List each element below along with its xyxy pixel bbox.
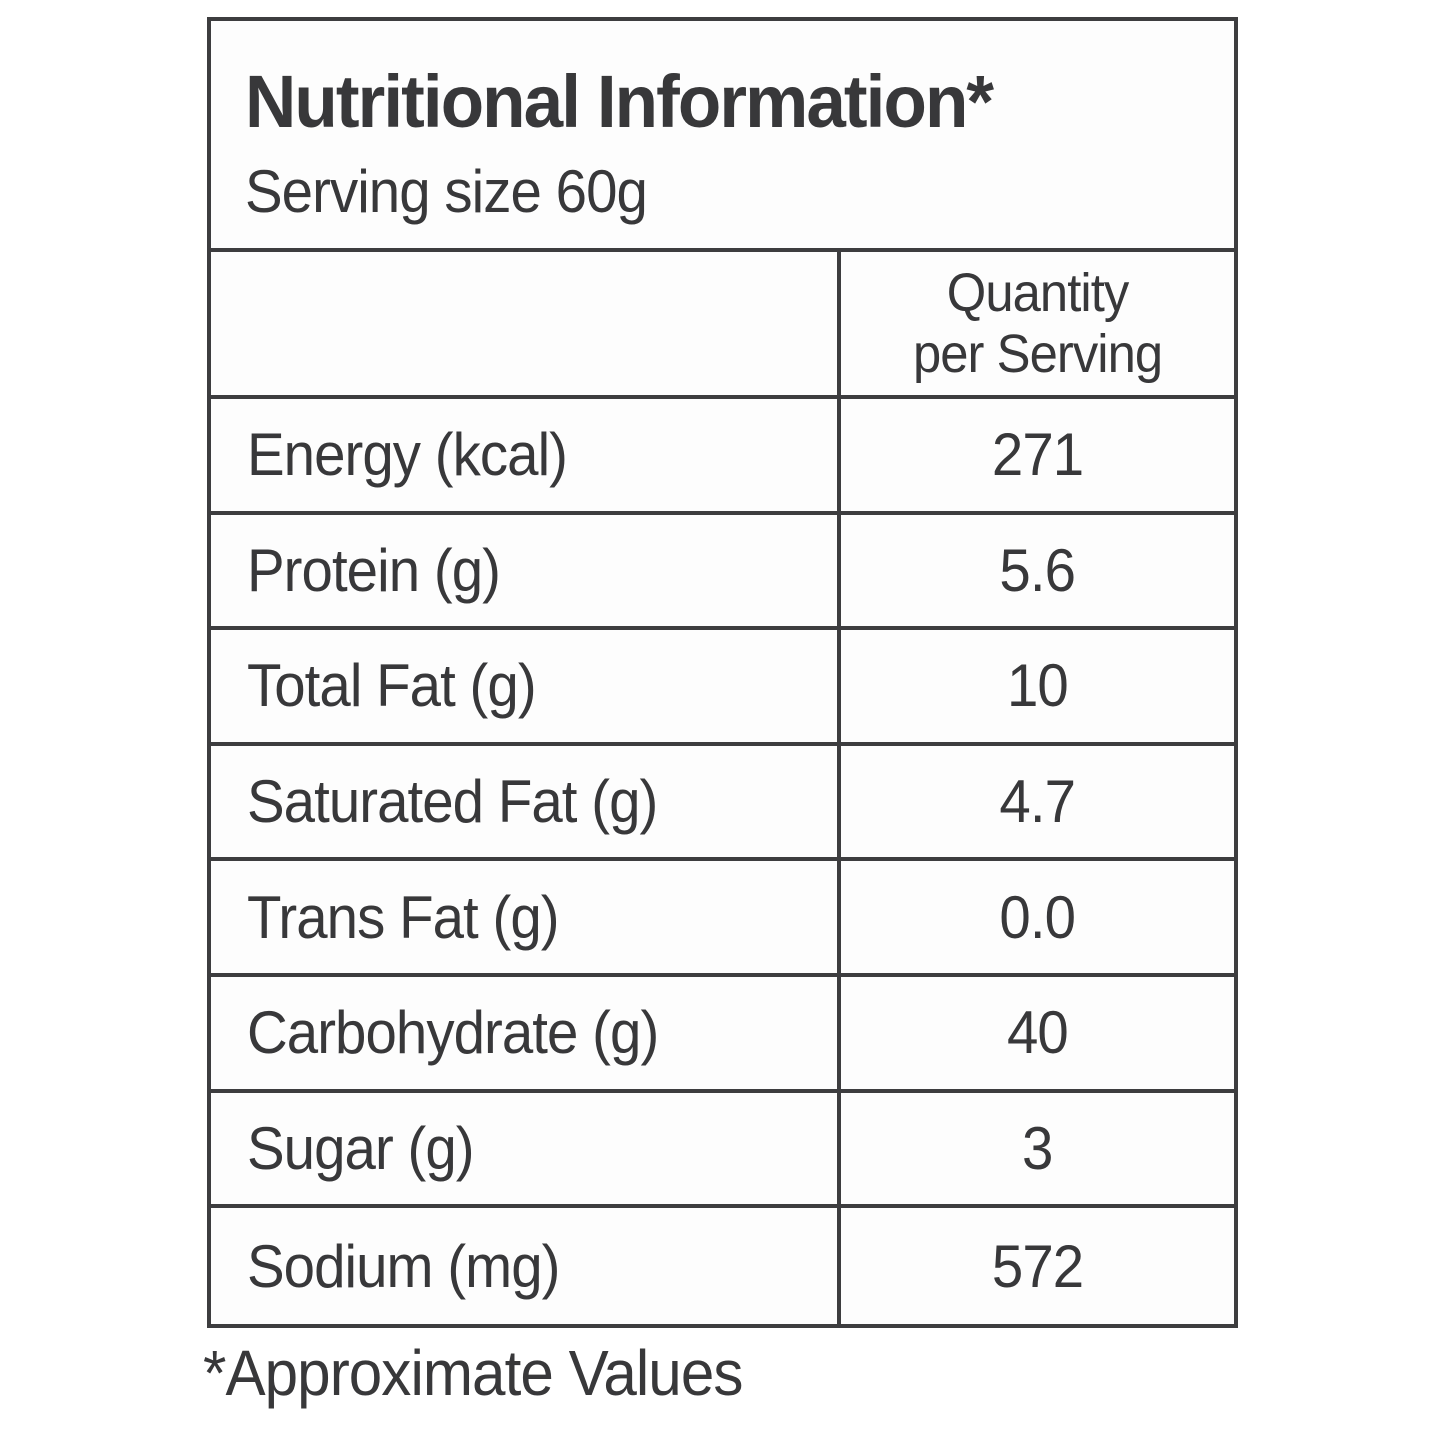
row-value-cell: 572: [841, 1208, 1234, 1324]
row-value-cell: 4.7: [841, 746, 1234, 858]
row-label: Trans Fat (g): [247, 883, 560, 951]
row-label-cell: Carbohydrate (g): [211, 977, 841, 1089]
table-row: Saturated Fat (g) 4.7: [211, 745, 1234, 862]
row-label: Sodium (mg): [247, 1232, 560, 1300]
row-value: 4.7: [999, 768, 1077, 836]
row-label-cell: Saturated Fat (g): [211, 745, 841, 858]
row-label-cell: Energy (kcal): [211, 398, 841, 511]
table-row: Total Fat (g) 10: [211, 630, 1234, 746]
row-value: 271: [991, 421, 1084, 489]
row-label: Protein (g): [247, 536, 501, 604]
table-row: Carbohydrate (g) 40: [211, 977, 1234, 1093]
table-row: Sodium (mg) 572: [211, 1208, 1234, 1324]
table-row: Sugar (g) 3: [211, 1092, 1234, 1209]
column-header-row: Quantity per Serving: [211, 252, 1234, 399]
nutrition-table: Nutritional Information* Serving size 60…: [207, 17, 1238, 1328]
quantity-header-line2: per Serving: [912, 323, 1163, 384]
quantity-header-cell: Quantity per Serving: [841, 252, 1234, 395]
row-label: Energy (kcal): [247, 421, 568, 489]
row-value-cell: 10: [841, 630, 1234, 742]
row-value-cell: 3: [841, 1093, 1234, 1205]
row-label-cell: Protein (g): [211, 514, 841, 627]
row-value: 3: [1022, 1115, 1053, 1183]
table-title: Nutritional Information*: [245, 60, 994, 144]
row-value: 0.0: [999, 883, 1077, 951]
table-row: Trans Fat (g) 0.0: [211, 861, 1234, 978]
row-value-cell: 40: [841, 977, 1234, 1089]
table-title-cell: Nutritional Information* Serving size 60…: [211, 21, 1234, 253]
row-label-cell: Trans Fat (g): [211, 861, 841, 974]
row-label-cell: Sodium (mg): [211, 1208, 841, 1324]
row-value: 40: [1007, 999, 1069, 1067]
row-value-cell: 271: [841, 399, 1234, 511]
row-label: Carbohydrate (g): [247, 999, 659, 1067]
row-label: Saturated Fat (g): [247, 768, 658, 836]
row-value: 10: [1007, 652, 1069, 720]
row-label-cell: Total Fat (g): [211, 630, 841, 742]
row-value: 5.6: [999, 536, 1077, 604]
empty-header-cell: [211, 252, 841, 395]
row-label: Total Fat (g): [247, 652, 537, 720]
row-value-cell: 5.6: [841, 515, 1234, 627]
row-value-cell: 0.0: [841, 861, 1234, 973]
row-value: 572: [991, 1232, 1084, 1300]
row-label: Sugar (g): [247, 1115, 475, 1183]
table-row: Protein (g) 5.6: [211, 514, 1234, 631]
table-row: Energy (kcal) 271: [211, 398, 1234, 515]
quantity-header-line1: Quantity: [946, 263, 1129, 324]
row-label-cell: Sugar (g): [211, 1092, 841, 1205]
serving-size-text: Serving size 60g: [245, 158, 648, 226]
footnote: *Approximate Values: [203, 1337, 743, 1409]
